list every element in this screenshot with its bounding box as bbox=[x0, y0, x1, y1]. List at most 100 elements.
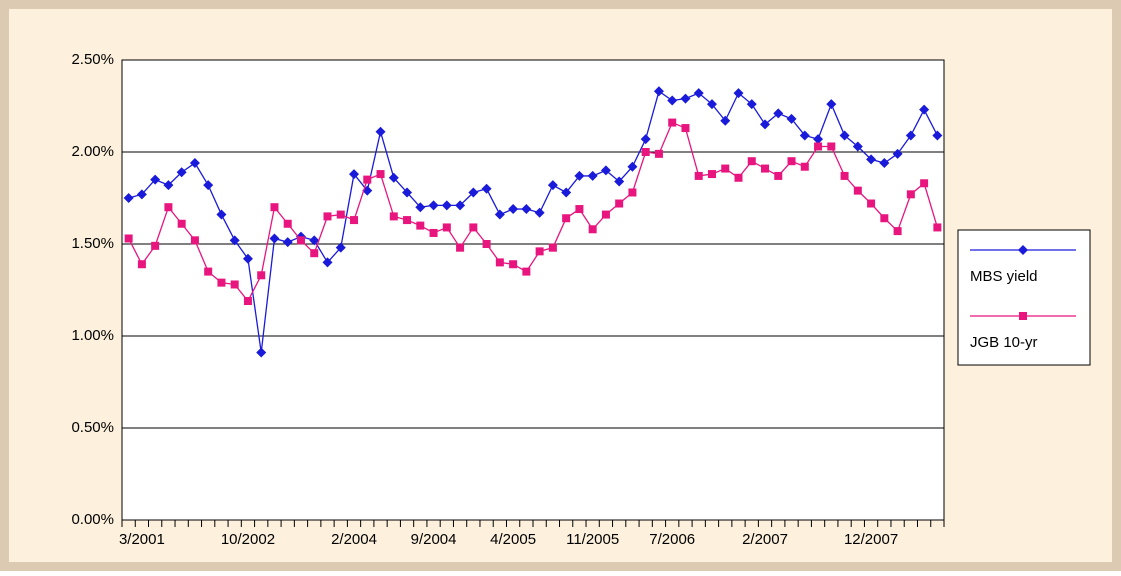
data-point bbox=[615, 199, 624, 208]
legend-label: MBS yield bbox=[970, 268, 1038, 285]
data-point bbox=[257, 271, 266, 280]
data-point bbox=[429, 228, 438, 237]
data-point bbox=[733, 88, 744, 99]
data-point bbox=[150, 174, 161, 185]
data-point bbox=[442, 223, 451, 232]
data-point bbox=[521, 204, 532, 215]
data-point bbox=[867, 199, 876, 208]
data-point bbox=[310, 249, 319, 258]
data-point bbox=[495, 258, 504, 267]
data-point bbox=[163, 180, 174, 191]
y-tick-label: 2.50% bbox=[71, 51, 114, 68]
y-tick-label: 0.50% bbox=[71, 419, 114, 436]
data-point bbox=[827, 142, 836, 151]
data-point bbox=[588, 225, 597, 234]
data-point bbox=[614, 176, 625, 187]
data-point bbox=[389, 212, 398, 221]
data-point bbox=[375, 126, 386, 137]
data-point bbox=[322, 257, 333, 268]
data-point bbox=[335, 242, 346, 253]
data-point bbox=[468, 187, 479, 198]
data-point bbox=[403, 216, 412, 225]
data-point bbox=[706, 99, 717, 110]
data-point bbox=[852, 141, 863, 152]
data-point bbox=[151, 241, 160, 250]
data-point bbox=[349, 169, 360, 180]
data-point bbox=[189, 158, 200, 169]
data-point bbox=[654, 149, 663, 158]
data-point bbox=[760, 119, 771, 130]
data-point bbox=[217, 278, 226, 287]
data-point bbox=[283, 219, 292, 228]
data-point bbox=[667, 95, 678, 106]
data-point bbox=[720, 115, 731, 126]
data-point bbox=[575, 205, 584, 214]
data-point bbox=[402, 187, 413, 198]
data-point bbox=[242, 253, 253, 264]
data-point bbox=[269, 233, 280, 244]
data-point bbox=[137, 260, 146, 269]
data-point bbox=[309, 235, 320, 246]
data-point bbox=[800, 162, 809, 171]
data-point bbox=[363, 175, 372, 184]
data-point bbox=[350, 216, 359, 225]
data-point bbox=[601, 210, 610, 219]
data-point bbox=[734, 173, 743, 182]
data-point bbox=[455, 200, 466, 211]
data-point bbox=[680, 93, 691, 104]
data-point bbox=[416, 221, 425, 230]
data-point bbox=[774, 171, 783, 180]
data-point bbox=[574, 170, 585, 181]
data-point bbox=[746, 99, 757, 110]
data-point bbox=[415, 202, 426, 213]
data-point bbox=[323, 212, 332, 221]
data-point bbox=[641, 148, 650, 156]
data-point bbox=[640, 134, 651, 145]
y-tick-label: 1.00% bbox=[71, 327, 114, 344]
data-point bbox=[879, 158, 890, 169]
data-point bbox=[893, 227, 902, 236]
data-point bbox=[826, 99, 837, 110]
x-tick-label: 12/2007 bbox=[844, 531, 898, 548]
data-point bbox=[136, 189, 147, 200]
legend-marker bbox=[1019, 312, 1027, 320]
data-point bbox=[548, 243, 557, 252]
data-point bbox=[628, 188, 637, 197]
x-tick-label: 4/2005 bbox=[490, 531, 536, 548]
data-point bbox=[653, 86, 664, 97]
data-point bbox=[919, 104, 930, 115]
plot-area bbox=[122, 60, 944, 520]
data-point bbox=[535, 247, 544, 256]
data-point bbox=[694, 171, 703, 180]
data-point bbox=[270, 203, 279, 212]
data-point bbox=[627, 161, 638, 172]
data-point bbox=[177, 219, 186, 228]
data-point bbox=[561, 187, 572, 198]
data-point bbox=[204, 267, 213, 276]
x-tick-label: 7/2006 bbox=[649, 531, 695, 548]
data-point bbox=[707, 170, 716, 179]
data-point bbox=[230, 280, 239, 289]
data-point bbox=[388, 172, 399, 183]
data-point bbox=[920, 179, 929, 188]
data-point bbox=[799, 130, 810, 141]
data-point bbox=[123, 193, 134, 203]
data-point bbox=[747, 157, 756, 166]
data-point bbox=[840, 171, 849, 180]
data-point bbox=[839, 130, 850, 141]
data-point bbox=[229, 235, 240, 246]
data-point bbox=[787, 157, 796, 166]
data-point bbox=[124, 234, 133, 243]
data-point bbox=[164, 203, 173, 212]
x-tick-label: 11/2005 bbox=[566, 531, 619, 548]
data-point bbox=[469, 223, 478, 232]
data-point bbox=[441, 200, 452, 211]
y-tick-label: 0.00% bbox=[71, 511, 114, 528]
data-point bbox=[562, 214, 571, 223]
y-tick-label: 1.50% bbox=[71, 235, 114, 252]
data-point bbox=[906, 190, 915, 199]
data-point bbox=[522, 267, 531, 276]
x-tick-label: 2/2007 bbox=[742, 531, 788, 548]
x-tick-label: 2/2004 bbox=[331, 531, 377, 548]
data-point bbox=[880, 214, 889, 223]
